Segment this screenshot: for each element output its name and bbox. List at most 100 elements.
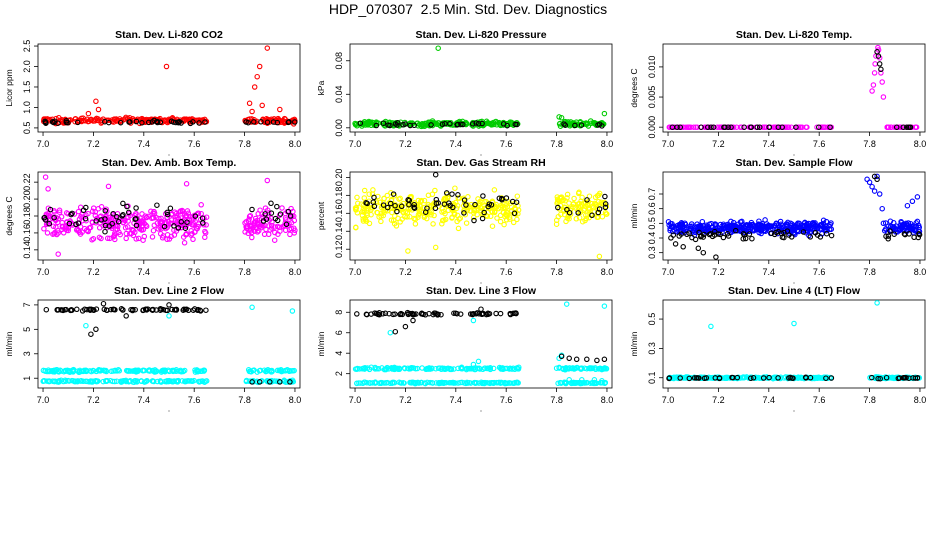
data-point-overlay [124,314,128,318]
y-tick-label: 0.7 [647,188,657,201]
data-point-main [433,188,437,192]
data-point-main [388,331,392,335]
data-point-overlay [602,357,606,361]
x-axis-label-dot [481,155,482,156]
x-tick-label: 7.4 [138,267,151,277]
x-tick-label: 7.2 [712,267,725,277]
data-point-main [512,220,516,224]
data-point-main [265,46,269,50]
y-tick-label: 0.005 [647,86,657,109]
x-tick-label: 7.2 [399,139,412,149]
data-point-main [434,245,438,249]
x-tick-label: 7.0 [662,139,675,149]
data-point-overlay [603,194,607,198]
points-layer [42,175,297,256]
data-point-main [106,184,110,188]
x-tick-label: 7.2 [712,139,725,149]
data-point-main [96,107,100,111]
data-point-main [250,109,254,113]
y-axis-label: ml/min [629,203,639,228]
data-point-overlay [450,192,454,196]
x-tick-label: 7.2 [712,395,725,405]
data-point-main [46,187,50,191]
data-point-main [915,195,919,199]
data-point-main [880,207,884,211]
x-tick-label: 7.6 [500,139,513,149]
y-tick-label: 0.3 [647,342,657,355]
data-point-overlay [825,232,829,236]
y-tick-label: 7 [22,302,32,307]
points-layer [42,46,298,126]
data-point-main [873,62,877,66]
data-point-main [355,195,359,199]
data-point-overlay [167,303,171,307]
data-point-main [203,235,207,239]
data-point-overlay [878,62,882,66]
x-tick-label: 7.2 [399,267,412,277]
y-axis-label: ml/min [629,331,639,356]
x-tick-label: 8.0 [914,395,927,405]
data-point-overlay [494,311,498,315]
data-point-main [247,101,251,105]
data-point-main [597,254,601,258]
data-point-main [910,199,914,203]
data-point-main [763,218,767,222]
data-point-main [363,188,367,192]
data-point-overlay [269,211,273,215]
y-tick-label: 0.16 [22,224,32,242]
points-layer [353,302,608,386]
data-point-main [456,226,460,230]
plot-frame [350,44,612,132]
y-axis-label: percent [316,201,326,230]
data-point-main [878,192,882,196]
x-tick-label: 7.4 [450,395,463,405]
y-axis-label: degrees C [629,68,639,107]
data-point-main [94,99,98,103]
diagnostics-figure: Stan. Dev. Li-820 CO2Licor ppm7.0 7.2 7.4 7… [0,0,936,540]
panel-1: Stan. Dev. Li-820 CO2 Licor ppm 7.0 7.2 7.4 7… [4,29,301,156]
data-point-main [471,318,475,322]
data-point-main [278,107,282,111]
data-point-main [406,249,410,253]
points-layer [41,302,296,385]
data-point-overlay [75,307,79,311]
x-tick-label: 8.0 [601,395,614,405]
panel-title: Stan. Dev. Li-820 Pressure [415,29,546,41]
x-tick-label: 7.0 [349,139,362,149]
x-tick-label: 8.0 [289,267,302,277]
x-tick-label: 7.8 [863,395,876,405]
points-layer [353,46,607,129]
data-point-overlay [269,201,273,205]
x-tick-label: 7.6 [188,395,201,405]
x-axis-label-dot [481,411,482,412]
panel-title: Stan. Dev. Li-820 CO2 [115,29,223,41]
data-point-main [56,252,60,256]
x-tick-label: 7.4 [138,139,151,149]
data-point-main [250,235,254,239]
y-tick-label: 6 [334,330,344,335]
y-axis-label: degrees C [4,196,14,235]
data-point-main [476,359,480,363]
y-tick-label: 0.4 [647,232,657,245]
x-tick-label: 7.8 [238,395,251,405]
x-tick-label: 7.8 [550,395,563,405]
data-point-main [436,46,440,50]
y-tick-label: 5 [22,327,32,332]
data-point-main [43,175,47,179]
y-tick-label: 0.04 [334,86,344,104]
data-point-overlay [168,206,172,210]
x-axis-label-dot [169,155,170,156]
y-tick-label: 0.6 [647,202,657,215]
data-point-main [431,222,435,226]
data-point-overlay [673,242,677,246]
x-tick-label: 7.0 [37,267,50,277]
data-point-main [881,95,885,99]
x-tick-label: 8.0 [601,139,614,149]
data-point-main [288,232,292,236]
data-point-overlay [411,318,415,322]
y-tick-label: 0.00 [334,119,344,137]
data-point-main [258,64,262,68]
x-tick-label: 7.4 [763,267,776,277]
y-tick-label: 0.010 [647,56,657,79]
x-tick-label: 7.0 [349,267,362,277]
